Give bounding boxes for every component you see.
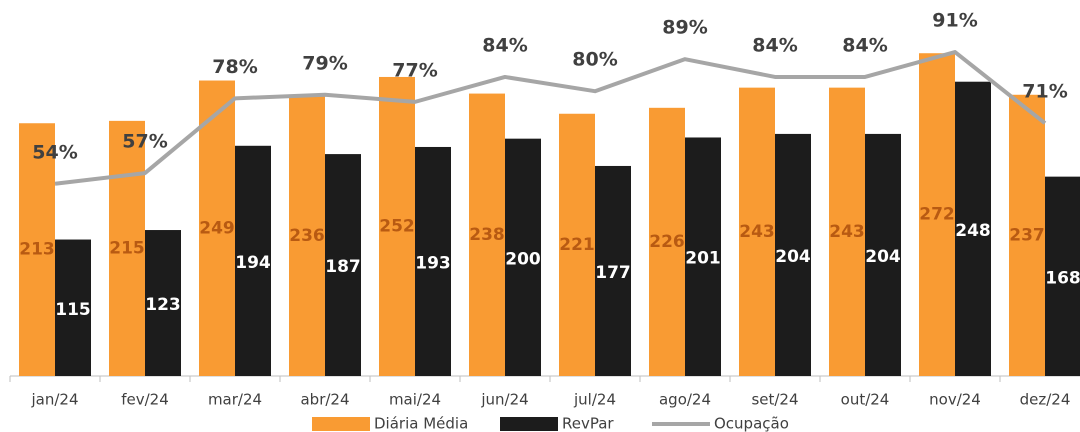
- bar: [19, 123, 55, 377]
- bar: [379, 76, 415, 377]
- point-label: 78%: [212, 56, 257, 78]
- legend-label: Ocupação: [714, 415, 789, 432]
- x-tick-label: out/24: [841, 391, 890, 409]
- point-label: 71%: [1022, 81, 1067, 103]
- value-label: 193: [415, 253, 451, 273]
- value-label: 194: [235, 253, 271, 273]
- bar: [865, 133, 901, 376]
- point-label: 91%: [932, 10, 977, 32]
- value-label: 204: [775, 247, 811, 267]
- x-tick-label: ago/24: [659, 391, 711, 409]
- point-label: 84%: [752, 34, 797, 56]
- value-label: 243: [739, 222, 775, 242]
- x-tick-label: mai/24: [389, 391, 441, 409]
- value-label: 168: [1045, 268, 1080, 288]
- x-tick-label: fev/24: [121, 391, 169, 409]
- bar: [109, 120, 145, 376]
- value-label: 177: [595, 263, 631, 283]
- bar: [235, 145, 271, 376]
- value-label: 201: [685, 249, 721, 269]
- legend-label: RevPar: [562, 415, 614, 432]
- point-label: 89%: [662, 17, 707, 39]
- bar: [1045, 176, 1080, 376]
- x-tick-label: jun/24: [480, 391, 528, 409]
- bar: [199, 80, 235, 377]
- x-tick-label: dez/24: [1020, 391, 1071, 409]
- legend-swatch: [312, 417, 370, 431]
- bar: [505, 138, 541, 376]
- value-label: 252: [379, 216, 415, 236]
- value-label: 226: [649, 232, 685, 252]
- bar: [685, 137, 721, 376]
- value-label: 123: [145, 295, 181, 315]
- value-label: 237: [1009, 225, 1045, 245]
- point-label: 84%: [482, 34, 527, 56]
- value-label: 215: [109, 238, 145, 258]
- bar: [559, 113, 595, 376]
- bar: [595, 165, 631, 376]
- bar: [919, 53, 955, 377]
- legend-swatch: [500, 417, 558, 431]
- line: [54, 50, 1047, 186]
- point-label: 79%: [302, 52, 347, 74]
- x-tick-label: jan/24: [30, 391, 78, 409]
- bar: [739, 87, 775, 376]
- x-tick-label: jul/24: [573, 391, 616, 409]
- value-label: 221: [559, 235, 595, 255]
- value-label: 243: [829, 222, 865, 242]
- legend-label: Diária Média: [374, 415, 468, 432]
- bar: [829, 87, 865, 376]
- point-label: 77%: [392, 59, 437, 81]
- bar: [145, 230, 181, 376]
- bar: [289, 95, 325, 377]
- value-label: 115: [55, 300, 91, 320]
- point-label: 57%: [122, 131, 167, 153]
- point-label: 80%: [572, 49, 617, 71]
- bar: [955, 81, 991, 376]
- bar: [649, 107, 685, 377]
- value-label: 200: [505, 249, 541, 269]
- bar: [325, 154, 361, 376]
- bar: [469, 93, 505, 376]
- x-tick-label: mar/24: [208, 391, 262, 409]
- value-label: 204: [865, 247, 901, 267]
- x-tick-label: abr/24: [300, 391, 349, 409]
- value-label: 187: [325, 257, 361, 277]
- x-tick-label: set/24: [751, 391, 798, 409]
- point-label: 84%: [842, 34, 887, 56]
- bar: [1009, 94, 1045, 376]
- value-label: 236: [289, 226, 325, 246]
- value-label: 238: [469, 225, 505, 245]
- value-label: 248: [955, 221, 991, 241]
- x-tick-label: nov/24: [929, 391, 981, 409]
- value-label: 249: [199, 218, 235, 238]
- bar: [415, 146, 451, 376]
- point-label: 54%: [32, 141, 77, 163]
- value-label: 272: [919, 205, 955, 225]
- bar: [55, 239, 91, 376]
- bar: [775, 133, 811, 376]
- value-label: 213: [19, 240, 55, 260]
